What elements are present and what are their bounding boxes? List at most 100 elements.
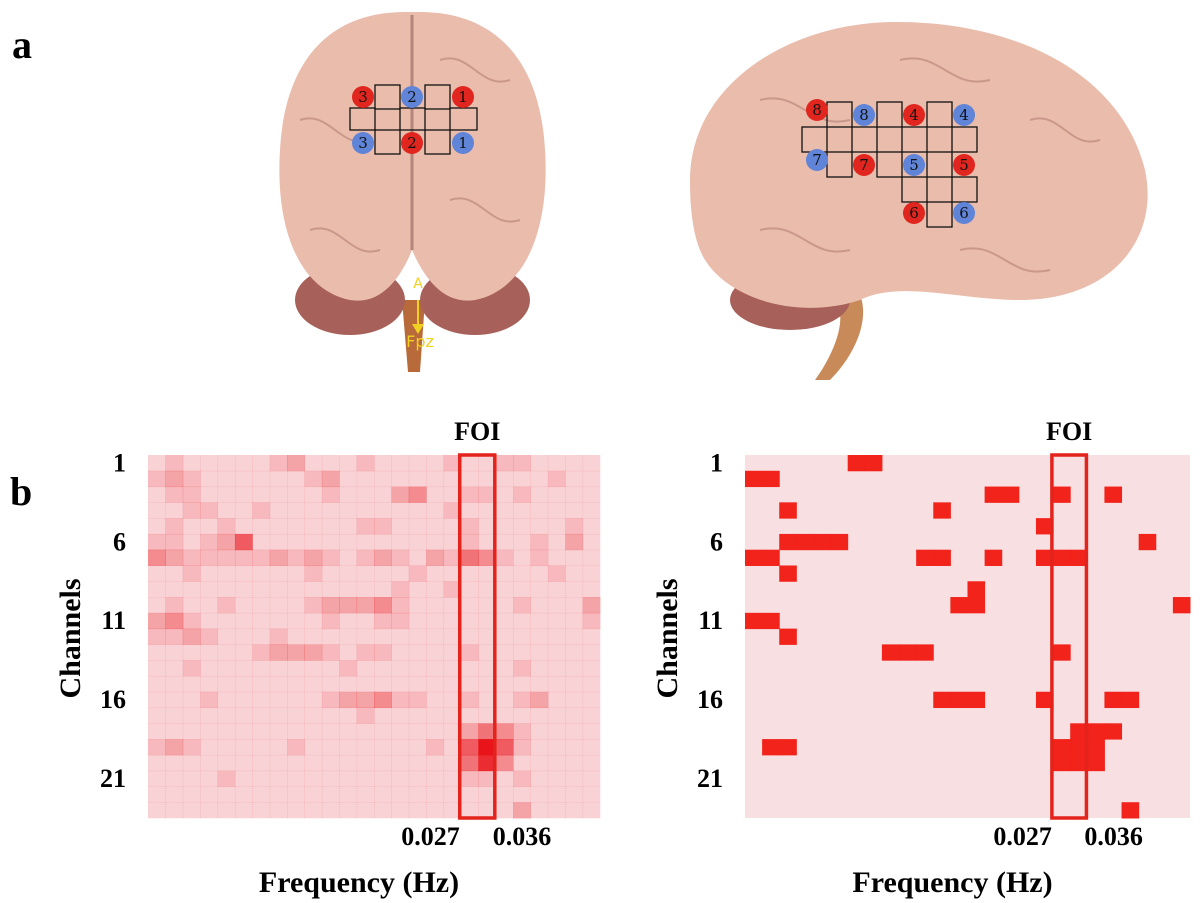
heatmap-cell	[217, 707, 236, 724]
heatmap-cell	[762, 723, 780, 739]
heatmap-cell	[460, 723, 479, 740]
heatmap-cell	[933, 660, 951, 676]
heatmap-cell	[985, 565, 1003, 581]
heatmap-cell	[374, 660, 392, 677]
heatmap-cell	[1053, 549, 1071, 566]
heatmap-cell	[968, 487, 986, 503]
heatmap-cell	[339, 597, 358, 614]
heatmap-cell	[252, 770, 271, 787]
heatmap-cell	[513, 486, 531, 503]
heatmap-cell	[374, 565, 392, 582]
heatmap-cell	[882, 471, 900, 487]
heatmap-cell	[985, 676, 1003, 692]
heatmap-cell	[460, 565, 479, 582]
heatmap-cell	[985, 723, 1003, 739]
heatmap-cell	[1053, 802, 1071, 818]
heatmap-cell	[356, 597, 375, 614]
heatmap-cell	[848, 802, 866, 818]
heatmap-cell	[582, 502, 601, 519]
heatmap-cell	[950, 644, 968, 660]
heatmap-cell	[408, 455, 427, 472]
heatmap-cell	[745, 597, 763, 613]
heatmap-cell	[547, 786, 566, 803]
heatmap-cell	[582, 533, 601, 551]
heatmap-cell	[796, 471, 814, 487]
heatmap-cell	[530, 786, 549, 803]
heatmap-cell	[831, 471, 849, 487]
heatmap-cell	[460, 549, 479, 566]
heatmap-cell	[374, 691, 392, 709]
heatmap-cell	[950, 629, 968, 645]
heatmap-cell	[985, 629, 1003, 645]
heatmap-cell	[269, 581, 288, 598]
heatmap-cell	[1104, 802, 1122, 818]
heatmap-cell	[148, 533, 166, 551]
heatmap-cell	[762, 487, 780, 503]
heatmap-cell	[1002, 581, 1020, 597]
heatmap-cell	[234, 723, 253, 740]
heatmap-cell	[356, 549, 375, 566]
heatmap-cell	[1002, 771, 1020, 787]
heatmap-cell	[565, 786, 584, 803]
heatmap-cell	[950, 786, 968, 802]
heatmap-cell	[745, 771, 763, 787]
heatmap-cell	[779, 518, 797, 534]
heatmap-cell	[1053, 613, 1071, 629]
heatmap-cell	[374, 549, 392, 566]
heatmap-cell	[831, 723, 849, 739]
heatmap-cell	[200, 707, 219, 724]
heatmap-cell	[1173, 660, 1191, 676]
heatmap-cell	[1173, 723, 1191, 739]
heatmap-cell	[582, 691, 601, 709]
heatmap-cell	[304, 549, 323, 566]
heatmap-cell	[916, 565, 934, 581]
heatmap-cell	[391, 455, 410, 472]
heatmap-cell	[899, 455, 917, 471]
heatmap-cell	[200, 565, 219, 582]
heatmap-cell	[391, 786, 410, 803]
heatmap-cell	[1019, 534, 1037, 550]
heatmap-cell	[217, 786, 236, 803]
foi-box	[457, 453, 497, 820]
heatmap-cell	[478, 612, 497, 630]
heatmap-cell	[547, 549, 566, 566]
heatmap-cell	[813, 802, 831, 818]
heatmap-cell	[530, 612, 549, 630]
heatmap-cell	[182, 786, 201, 803]
heatmap-cell	[899, 771, 917, 787]
heatmap-cell	[933, 502, 951, 519]
heatmap-cell	[831, 581, 849, 597]
heatmap-cell	[865, 550, 883, 566]
heatmap-cell	[745, 644, 763, 660]
heatmap-cell	[460, 455, 479, 472]
heatmap-cell	[234, 754, 253, 772]
y-tick-label: 1	[710, 448, 723, 477]
heatmap-cell	[933, 518, 951, 534]
heatmap-cell	[813, 597, 831, 613]
heatmap-cell	[234, 549, 253, 566]
heatmap-cell	[762, 565, 780, 581]
heatmap-cell	[1139, 455, 1157, 471]
heatmap-cell	[1087, 502, 1105, 518]
heatmap-cell	[408, 707, 427, 724]
heatmap-cell	[1122, 613, 1140, 629]
heatmap-cell	[304, 723, 323, 740]
heatmap-cell	[950, 771, 968, 787]
heatmap-cell	[1087, 676, 1105, 692]
heatmap-cell	[933, 644, 951, 660]
heatmap-cell	[339, 739, 358, 756]
heatmap-cell	[495, 549, 514, 566]
heatmap-cell	[304, 597, 323, 614]
heatmap-cell	[745, 487, 763, 503]
heatmap-cell	[1139, 487, 1157, 503]
heatmap-cell	[899, 708, 917, 724]
heatmap-cell	[1070, 754, 1088, 772]
heatmap-cell	[1019, 692, 1037, 708]
heatmap-cell	[831, 676, 849, 692]
heatmap-cell	[985, 502, 1003, 518]
heatmap-cell	[217, 770, 236, 787]
heatmap-cell	[495, 802, 514, 819]
heatmap-cell	[882, 723, 900, 739]
heatmap-cell	[916, 755, 934, 771]
electrode-label: 6	[909, 204, 919, 222]
